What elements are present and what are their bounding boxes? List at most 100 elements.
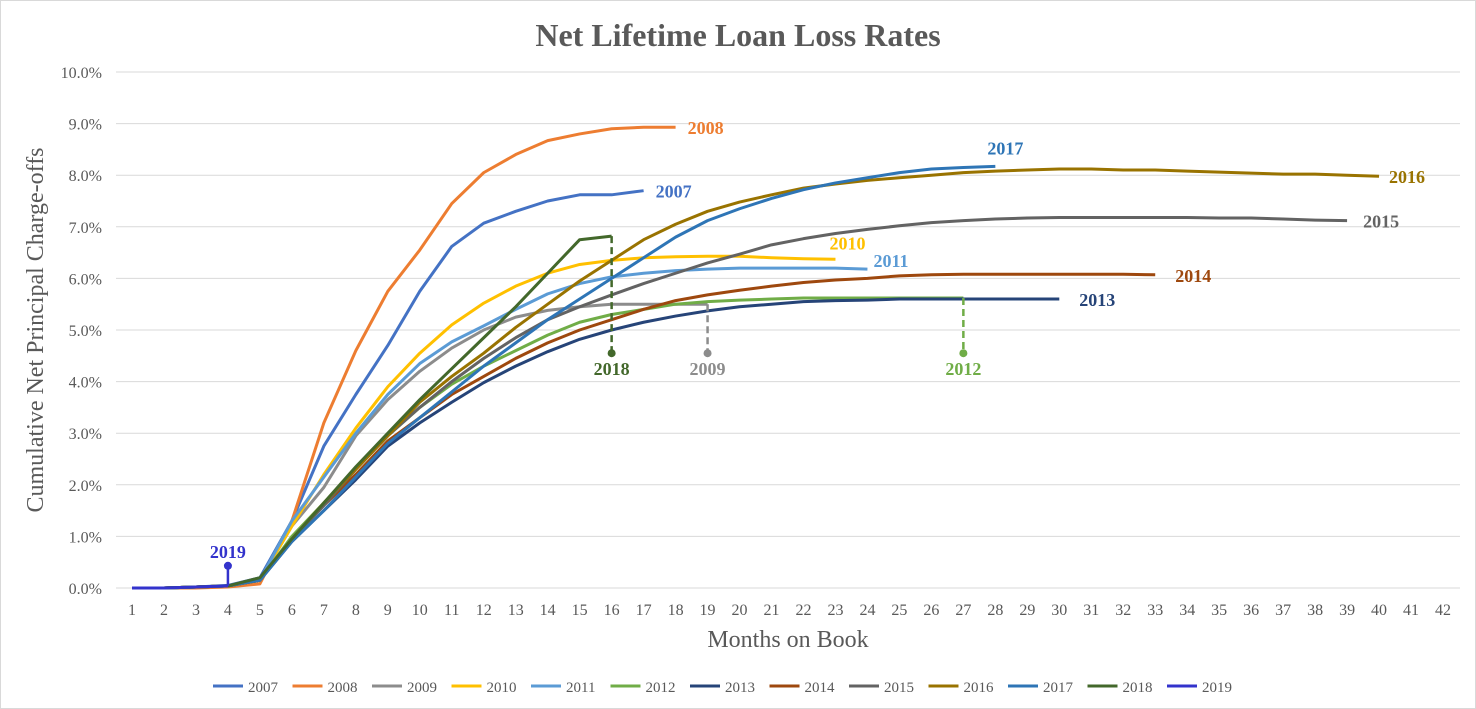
legend: 2007 2008 2009 2010 2011 2012 2013 2014 2015 2016… — [213, 680, 1232, 696]
x-tick-label: 20 — [732, 602, 748, 619]
series-lines — [132, 125, 1380, 590]
leader-dot-2012 — [959, 349, 968, 358]
x-tick-label: 6 — [288, 602, 296, 619]
x-tick-label: 36 — [1243, 602, 1259, 619]
x-tick-label: 13 — [508, 602, 524, 619]
x-tick-label: 42 — [1435, 602, 1451, 619]
series-label-2010: 2010 — [829, 233, 865, 253]
x-tick-label: 7 — [320, 602, 328, 619]
y-tick-label: 3.0% — [69, 426, 102, 443]
x-tick-label: 32 — [1115, 602, 1131, 619]
legend-label-2007: 2007 — [248, 680, 279, 696]
x-tick-label: 18 — [668, 602, 684, 619]
y-tick-label: 10.0% — [61, 65, 102, 82]
series-label-2015: 2015 — [1363, 212, 1399, 232]
x-tick-label: 25 — [891, 602, 907, 619]
legend-label-2018: 2018 — [1123, 680, 1153, 696]
x-tick-label: 33 — [1147, 602, 1163, 619]
x-tick-label: 5 — [256, 602, 264, 619]
x-tick-label: 4 — [224, 602, 232, 619]
x-tick-label: 39 — [1339, 602, 1355, 619]
x-tick-label: 27 — [955, 602, 971, 619]
x-tick-label: 11 — [444, 602, 459, 619]
y-tick-label: 5.0% — [69, 323, 102, 340]
x-tick-label: 9 — [384, 602, 392, 619]
y-axis-ticks: 0.0% 1.0% 2.0% 3.0% 4.0% 5.0% 6.0% 7.0% 8.0% 9.0%… — [61, 65, 102, 598]
series-label-2017: 2017 — [987, 138, 1023, 158]
series-label-2009: 2009 — [690, 359, 726, 379]
x-tick-label: 38 — [1307, 602, 1323, 619]
series-line-2008 — [132, 125, 676, 590]
x-tick-label: 28 — [987, 602, 1003, 619]
x-axis-label: Months on Book — [707, 627, 868, 653]
y-tick-label: 2.0% — [69, 478, 102, 495]
gridlines — [116, 71, 1460, 589]
legend-label-2014: 2014 — [805, 680, 836, 696]
legend-label-2019: 2019 — [1202, 680, 1232, 696]
series-line-2015 — [132, 216, 1348, 590]
x-tick-label: 8 — [352, 602, 360, 619]
series-label-2008: 2008 — [688, 118, 724, 138]
series-label-2011: 2011 — [873, 251, 908, 271]
series-line-2019 — [132, 584, 228, 590]
legend-label-2009: 2009 — [407, 680, 437, 696]
series-label-2018: 2018 — [594, 359, 630, 379]
legend-label-2008: 2008 — [328, 680, 358, 696]
x-tick-label: 16 — [604, 602, 620, 619]
chart-title: Net Lifetime Loan Loss Rates — [535, 17, 940, 53]
x-tick-label: 12 — [476, 602, 492, 619]
leader-dot-2018 — [607, 349, 616, 358]
legend-label-2016: 2016 — [964, 680, 995, 696]
x-tick-label: 24 — [859, 602, 875, 619]
x-tick-label: 31 — [1083, 602, 1099, 619]
x-tick-label: 19 — [700, 602, 716, 619]
y-tick-label: 0.0% — [69, 581, 102, 598]
x-tick-label: 3 — [192, 602, 200, 619]
x-tick-label: 22 — [795, 602, 811, 619]
legend-label-2012: 2012 — [646, 680, 676, 696]
y-axis-label: Cumulative Net Principal Charge-offs — [23, 147, 49, 512]
series-line-2007 — [132, 189, 644, 590]
legend-label-2015: 2015 — [884, 680, 914, 696]
x-tick-label: 14 — [540, 602, 556, 619]
x-axis-ticks: 1 2 3 4 5 6 7 8 9 10 11 12 13 14 15 16 17 18 19 20 21 22 23 24 2… — [128, 602, 1451, 619]
series-label-2019: 2019 — [210, 542, 246, 562]
x-tick-label: 21 — [764, 602, 780, 619]
leader-dot-2009 — [703, 349, 712, 358]
series-line-2013 — [132, 297, 1060, 590]
series-label-2016: 2016 — [1389, 167, 1425, 187]
series-label-2007: 2007 — [656, 182, 692, 202]
legend-label-2011: 2011 — [566, 680, 595, 696]
legend-label-2013: 2013 — [725, 680, 755, 696]
series-label-2012: 2012 — [945, 359, 981, 379]
y-tick-label: 6.0% — [69, 271, 102, 288]
x-tick-label: 29 — [1019, 602, 1035, 619]
x-tick-label: 30 — [1051, 602, 1067, 619]
leader-dot-2019 — [223, 561, 232, 570]
x-tick-label: 10 — [412, 602, 428, 619]
x-tick-label: 1 — [128, 602, 136, 619]
series-line-2017 — [132, 164, 996, 590]
y-tick-label: 9.0% — [69, 117, 102, 134]
y-tick-label: 8.0% — [69, 168, 102, 185]
series-label-2013: 2013 — [1079, 290, 1115, 310]
series-line-2016 — [132, 167, 1380, 590]
legend-label-2017: 2017 — [1043, 680, 1074, 696]
series-label-2014: 2014 — [1175, 266, 1211, 286]
x-tick-label: 17 — [636, 602, 652, 619]
legend-label-2010: 2010 — [487, 680, 517, 696]
y-tick-label: 7.0% — [69, 220, 102, 237]
y-tick-label: 4.0% — [69, 375, 102, 392]
y-tick-label: 1.0% — [69, 529, 102, 546]
x-tick-label: 35 — [1211, 602, 1227, 619]
series-line-2011 — [132, 266, 868, 590]
x-tick-label: 34 — [1179, 602, 1195, 619]
x-tick-label: 2 — [160, 602, 168, 619]
x-tick-label: 40 — [1371, 602, 1387, 619]
x-tick-label: 23 — [827, 602, 843, 619]
series-labels: 2007 2008 2009 2010 2011 2012 2013 2014 2015 2016… — [210, 118, 1425, 586]
x-tick-label: 37 — [1275, 602, 1291, 619]
x-tick-label: 26 — [923, 602, 939, 619]
x-tick-label: 15 — [572, 602, 588, 619]
